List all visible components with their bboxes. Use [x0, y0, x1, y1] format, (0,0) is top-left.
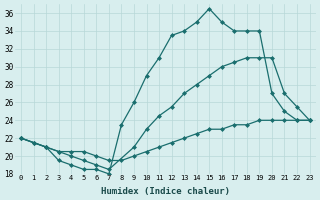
- X-axis label: Humidex (Indice chaleur): Humidex (Indice chaleur): [101, 187, 230, 196]
